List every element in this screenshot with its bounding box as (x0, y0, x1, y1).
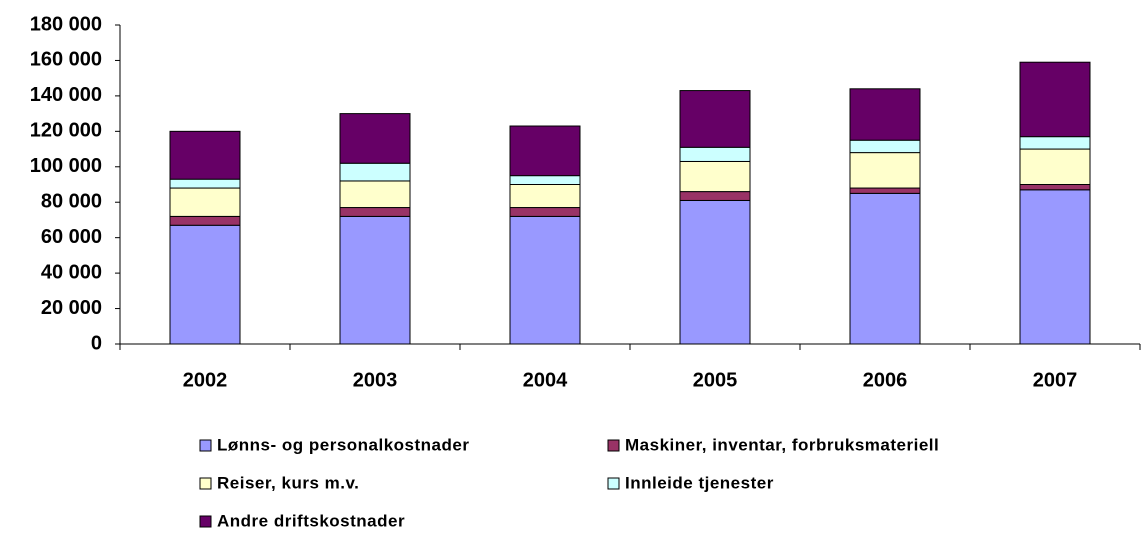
y-tick-label: 160 000 (30, 49, 102, 71)
bar-segment (169, 178, 241, 189)
y-tick-label: 100 000 (30, 155, 102, 177)
bar-segment (1019, 189, 1091, 345)
bar-segment (339, 180, 411, 209)
legend-label: Lønns- og personalkostnader (217, 435, 469, 454)
bar-segment (169, 187, 241, 217)
bar-segment (509, 215, 581, 345)
bar-segment (169, 215, 241, 226)
legend-label: Maskiner, inventar, forbruksmateriell (625, 435, 939, 454)
bar-segment (849, 192, 921, 345)
bar-segment (1019, 61, 1091, 138)
bar-segment (509, 207, 581, 217)
y-tick-label: 120 000 (30, 120, 102, 142)
x-tick-label: 2002 (183, 369, 228, 391)
bar-segment (1019, 136, 1091, 150)
y-tick-label: 80 000 (41, 191, 102, 213)
legend-swatch (607, 439, 620, 452)
bar-segment (509, 125, 581, 177)
bar-segment (679, 160, 751, 193)
bar-segment (679, 90, 751, 148)
x-tick-label: 2003 (353, 369, 398, 391)
x-tick-label: 2005 (693, 369, 738, 391)
y-tick-label: 180 000 (30, 13, 102, 35)
bar-segment (169, 130, 241, 180)
y-tick-label: 20 000 (41, 297, 102, 319)
y-tick-label: 40 000 (41, 261, 102, 283)
bar-segment (849, 152, 921, 189)
bar-segment (509, 184, 581, 209)
legend-label: Andre driftskostnader (217, 511, 405, 530)
x-tick-label: 2004 (523, 369, 568, 391)
bar-segment (679, 191, 751, 201)
bar-segment (849, 88, 921, 141)
legend-swatch (199, 515, 212, 528)
bar-segment (339, 207, 411, 217)
bar-segment (849, 139, 921, 154)
y-tick-label: 60 000 (41, 226, 102, 248)
bar-segment (339, 113, 411, 164)
bar-segment (339, 215, 411, 345)
legend-swatch (607, 477, 620, 490)
bar-segment (169, 224, 241, 345)
bar-segment (339, 162, 411, 182)
legend-swatch (199, 477, 212, 490)
x-tick-label: 2006 (863, 369, 908, 391)
bar-segment (679, 146, 751, 162)
legend-label: Reiser, kurs m.v. (217, 473, 359, 492)
y-tick-label: 140 000 (30, 84, 102, 106)
bar-segment (509, 175, 581, 185)
bar-segment (1019, 148, 1091, 185)
bar-segment (1019, 184, 1091, 191)
legend-swatch (199, 439, 212, 452)
legend-label: Innleide tjenester (625, 473, 774, 492)
bar-segment (679, 199, 751, 345)
y-tick-label: 0 (91, 332, 102, 354)
x-tick-label: 2007 (1033, 369, 1078, 391)
bar-segment (849, 187, 921, 194)
